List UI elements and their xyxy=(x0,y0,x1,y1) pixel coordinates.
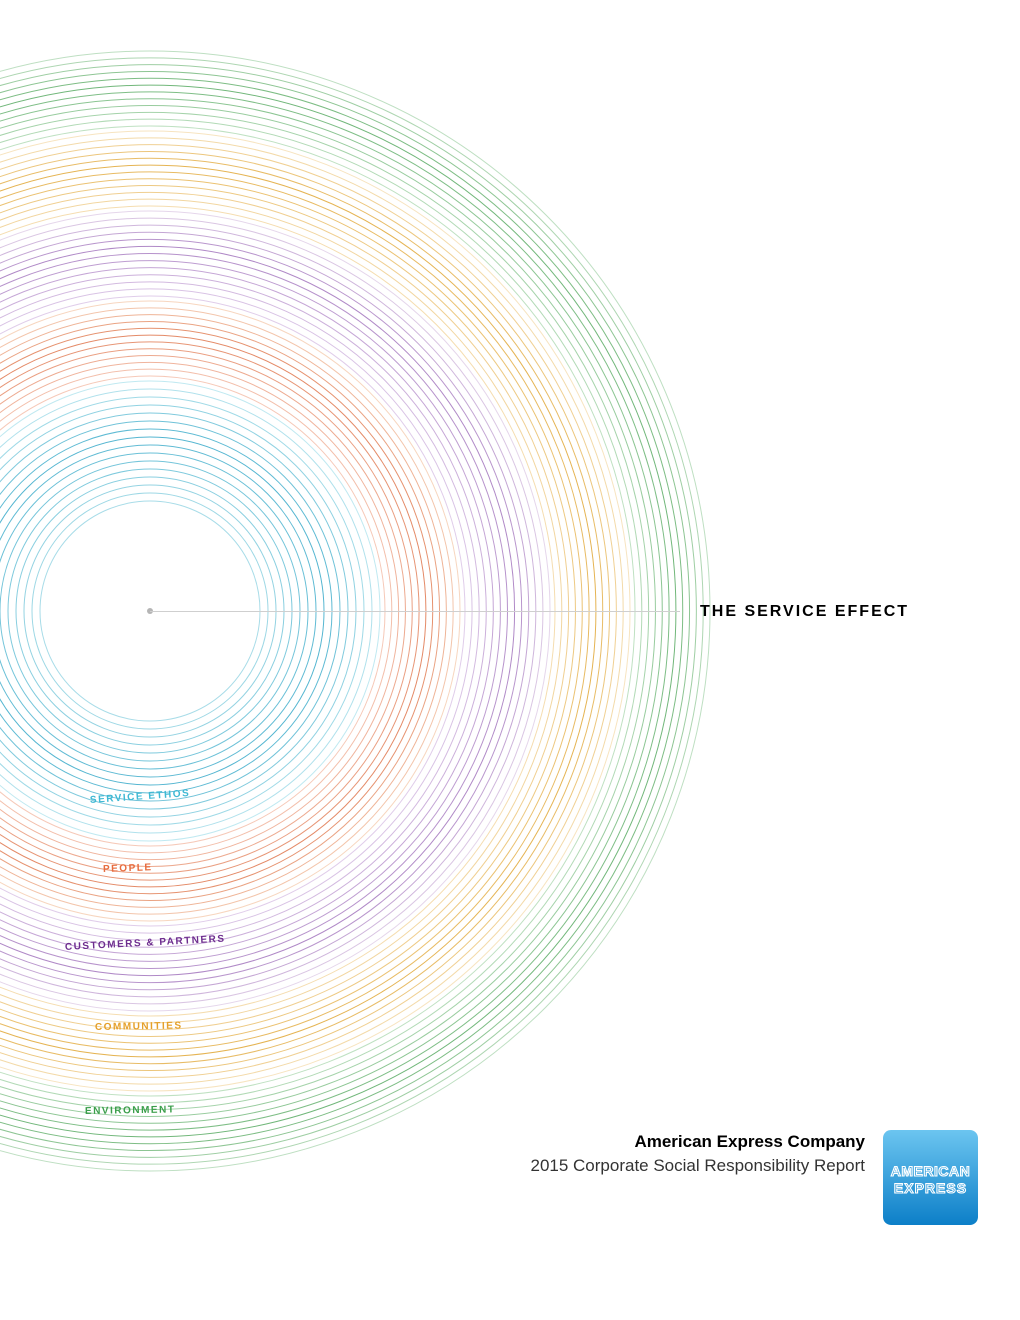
people-label: PEOPLE xyxy=(103,862,153,875)
footer: American Express Company 2015 Corporate … xyxy=(530,1130,978,1225)
service-effect-title: THE SERVICE EFFECT xyxy=(700,603,909,621)
communities-label: COMMUNITIES xyxy=(95,1020,183,1033)
company-name: American Express Company xyxy=(530,1132,865,1152)
environment-label: ENVIRONMENT xyxy=(85,1104,176,1117)
svg-text:EXPRESS: EXPRESS xyxy=(894,1180,967,1196)
report-title: 2015 Corporate Social Responsibility Rep… xyxy=(530,1156,865,1176)
amex-logo: AMERICAN EXPRESS xyxy=(883,1130,978,1225)
svg-text:AMERICAN: AMERICAN xyxy=(891,1163,970,1179)
footer-text: American Express Company 2015 Corporate … xyxy=(530,1130,865,1176)
ripple-diagram xyxy=(0,0,1020,1320)
horizon-line xyxy=(150,611,680,612)
